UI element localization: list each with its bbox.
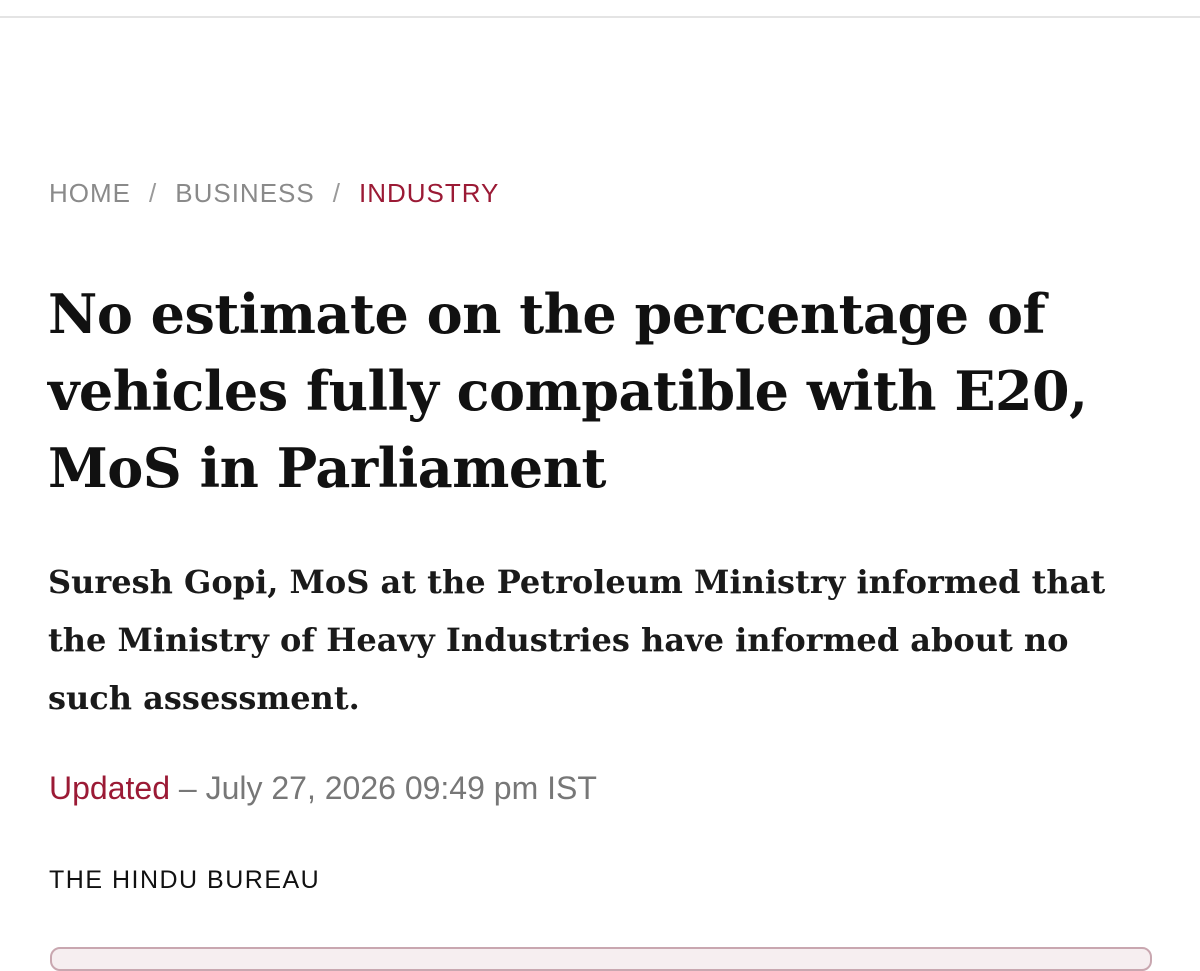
headline: No estimate on the percentage of vehicle… [48, 282, 1088, 500]
breadcrumb-separator: / [332, 178, 341, 208]
bottom-bar [50, 947, 1152, 971]
breadcrumb-separator: / [149, 178, 158, 208]
datetime: July 27, 2026 09:49 pm IST [205, 770, 597, 806]
top-divider [0, 16, 1200, 18]
dash: – [178, 770, 197, 806]
breadcrumb-link[interactable]: BUSINESS [175, 178, 315, 208]
summary: Suresh Gopi, MoS at the Petroleum Minist… [48, 563, 1106, 717]
breadcrumb-link[interactable]: HOME [49, 178, 131, 208]
updated-line: Updated – July 27, 2026 09:49 pm IST [49, 770, 597, 807]
updated-label: Updated [49, 770, 170, 806]
byline[interactable]: THE HINDU BUREAU [49, 866, 321, 894]
breadcrumb-link[interactable]: INDUSTRY [358, 178, 500, 208]
breadcrumb: HOME / BUSINESS / INDUSTRY [49, 178, 499, 209]
